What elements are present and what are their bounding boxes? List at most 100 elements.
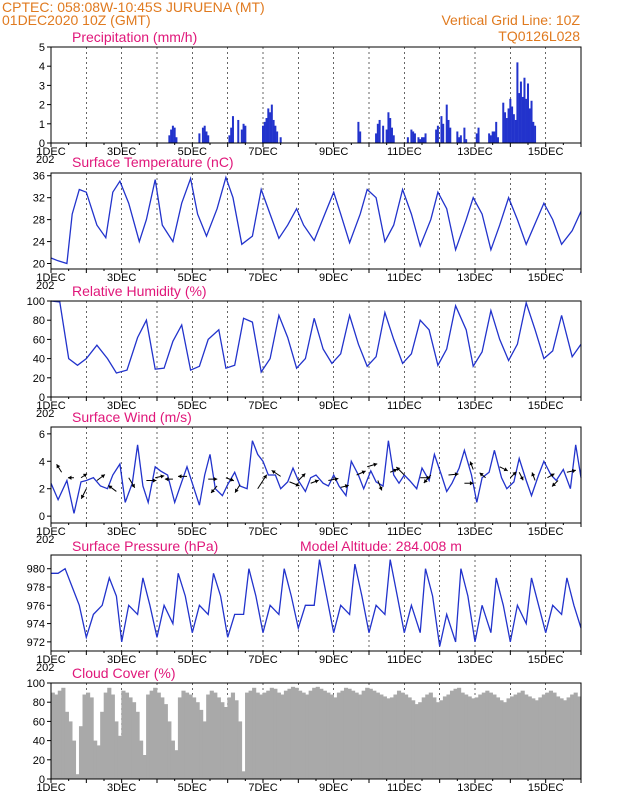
cloud-bar [50,692,55,779]
wind-arrow [208,477,218,482]
cloud-bar [100,711,105,779]
x-tick-label: 1DEC [36,272,65,284]
cloud-bar [174,750,179,779]
cloud-bar [234,700,239,779]
precip-bar [378,119,381,143]
cloud-bar [488,692,493,779]
cloud-bar [160,697,165,779]
precip-bar [445,104,448,143]
cloud-bar [86,692,91,779]
x-tick-label: 3DEC [107,782,136,794]
cloud-bar [220,702,225,779]
cloud-bar [361,690,366,779]
precip-bar [442,123,445,143]
panel-title: Precipitation (mm/h) [72,29,197,45]
cloud-bar [252,687,257,779]
wind-arrow [551,480,559,487]
wind-arrow [377,480,383,491]
y-tick-label: 5 [39,42,45,54]
cloud-bar [298,690,303,779]
cloud-bar [499,700,504,779]
wind-arrow [518,472,524,481]
precip-bar [198,133,201,143]
x-tick-label: 5DEC [178,272,207,284]
panel-title: Surface Wind (m/s) [72,409,192,425]
wind-arrow-head [519,476,524,481]
wind-arrow-head [423,478,428,483]
cloud-bar [432,697,437,779]
precip-bar [207,135,210,143]
series-line-wind [50,440,582,514]
cloud-bar [103,692,108,779]
wind-arrow-head [571,468,576,474]
wind-arrow-head [100,474,105,479]
wind-arrow-head [393,468,398,473]
wind-arrow-head [512,471,517,476]
cloud-bar [404,694,409,779]
cloud-bar [481,692,486,779]
precip-bar [505,118,508,143]
cloud-bar [96,745,101,779]
precip-bar [459,135,462,143]
wind-arrow [390,468,398,473]
cloud-bar [343,687,349,779]
cloud-bar [202,721,207,779]
wind-arrow [128,477,136,489]
cloud-bar [358,694,363,779]
y-tick-label: 2 [39,100,45,112]
x-tick-label: 1DEC [36,526,65,538]
cloud-bar [135,711,140,779]
y-tick-label: 60 [33,334,45,346]
x-tick-label: 1DEC [36,146,65,158]
precip-bar [272,119,275,143]
cloud-bar [199,709,204,779]
precip-bar [463,127,466,143]
wind-arrow-head [479,472,484,477]
y-tick-label: 0 [39,138,45,150]
x-tick-label: 11DEC [387,654,422,666]
precip-bar [228,135,231,143]
cloud-bar [216,697,221,779]
wind-arrow-head [82,473,88,478]
cloud-bar [400,692,405,779]
x-tick-label: 15DEC [528,654,564,666]
wind-arrow [367,462,378,468]
cloud-bar [195,702,200,779]
precip-bar [421,137,423,143]
cloud-bar [492,694,497,779]
cloud-bar [322,690,327,779]
cloud-bar [570,694,575,779]
wind-arrow [108,485,117,492]
wind-arrow [340,484,349,489]
cloud-bar [139,740,144,779]
cloud-bar [418,702,423,779]
cloud-bar [259,694,264,779]
panel-precip: Precipitation (mm/h) 0 1 2 3 4 5 1DEC 3DEC 5DEC 7D… [36,29,582,166]
precip-bar [269,112,272,143]
x-tick-label: 7DEC [248,526,277,538]
cloud-bar [301,692,306,779]
wind-arrow [509,471,517,479]
vertical-grid-note: Vertical Grid Line: 10Z [441,12,580,28]
y-tick-label: 24 [33,237,45,249]
x-tick-label: 5DEC [178,654,207,666]
x-tick-label: 11DEC [387,146,422,158]
cloud-bar [365,687,370,779]
cloud-bar [555,696,561,779]
y-tick-label: 32 [33,193,45,205]
wind-arrow-head [81,494,85,499]
wind-arrow [297,473,306,481]
x-tick-label: 9DEC [319,400,348,412]
cloud-bar [213,692,218,779]
x-tick-label: 5DEC [178,782,207,794]
precip-bar [435,129,438,143]
panel-subtitle: Model Altitude: 284.008 m [300,538,462,554]
wind-arrow-head [454,472,459,477]
precip-bar [170,129,173,143]
x-tick-label: 1DEC [36,782,65,794]
precip-bar [488,133,491,143]
precip-bar [528,108,531,143]
cloud-bar [407,697,412,779]
wind-arrow [423,474,432,484]
precip-bar [244,125,247,143]
